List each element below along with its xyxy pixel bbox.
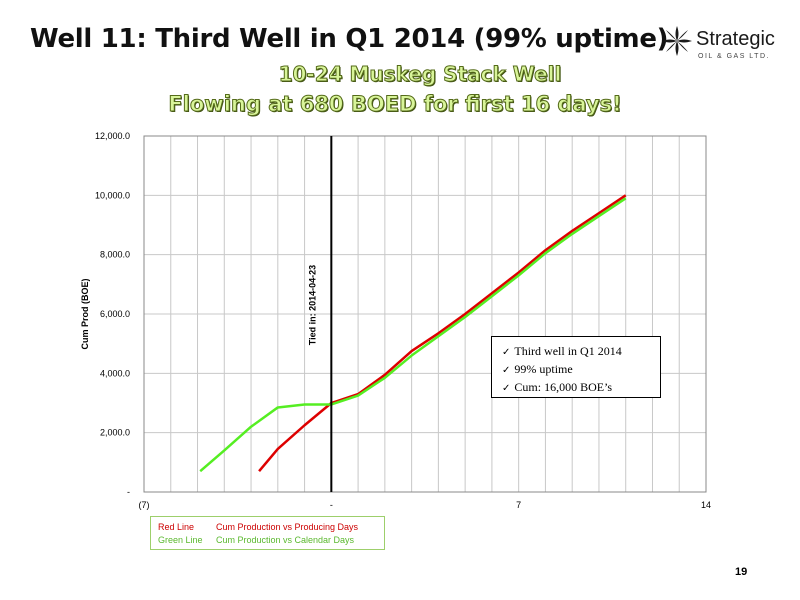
legend-green-label: Green Line bbox=[158, 535, 203, 545]
logo-name: Strategic bbox=[696, 28, 775, 50]
checkmark-icon: ✓ bbox=[502, 383, 511, 394]
page-number: 19 bbox=[735, 566, 748, 578]
slide-title: Well 11: Third Well in Q1 2014 (99% upti… bbox=[30, 24, 669, 54]
series-line bbox=[258, 194, 627, 473]
checkmark-icon: ✓ bbox=[502, 347, 511, 358]
company-logo: Strategic OIL & GAS LTD. bbox=[660, 24, 790, 72]
subtitle-well-name: 10-24 Muskeg Stack Well bbox=[278, 62, 562, 87]
chart-gridlines bbox=[144, 135, 706, 492]
flame-leaf-logo-icon bbox=[662, 26, 692, 56]
callout-item-text: Third well in Q1 2014 bbox=[514, 344, 622, 358]
subtitle-flow-rate: Flowing at 680 BOED for first 16 days! bbox=[168, 92, 622, 117]
y-tick-label: 2,000.0 bbox=[100, 428, 130, 438]
y-tick-label: 12,000.0 bbox=[95, 131, 130, 141]
chart-legend: Red Line Cum Production vs Producing Days… bbox=[150, 516, 385, 550]
logo-tagline: OIL & GAS LTD. bbox=[698, 53, 770, 60]
callout-item-text: Cum: 16,000 BOE’s bbox=[514, 380, 613, 394]
callout-item: ✓ Cum: 16,000 BOE’s bbox=[502, 379, 660, 397]
y-axis-label: Cum Prod (BOE) bbox=[80, 278, 90, 349]
x-tick-label: 7 bbox=[516, 500, 521, 510]
y-tick-label: - bbox=[127, 487, 130, 497]
well-summary-callout: ✓ Third well in Q1 2014 ✓ 99% uptime ✓ Cum:… bbox=[491, 336, 661, 398]
callout-item: ✓ 99% uptime bbox=[502, 361, 660, 379]
legend-red-label: Red Line bbox=[158, 522, 195, 532]
y-tick-label: 8,000.0 bbox=[100, 250, 130, 260]
legend-entry-green: Green Line Cum Production vs Calendar Day… bbox=[158, 534, 384, 547]
chart-axes bbox=[143, 135, 707, 493]
callout-item-text: 99% uptime bbox=[514, 362, 573, 376]
legend-entry-red: Red Line Cum Production vs Producing Days bbox=[158, 521, 384, 534]
checkmark-icon: ✓ bbox=[502, 365, 511, 376]
legend-red-description: Cum Production vs Producing Days bbox=[216, 522, 359, 532]
chart-labels: - 2,000.0 4,000.0 6,000.0 8,000.0 10,000.0 12,… bbox=[80, 131, 711, 510]
plot-area-border bbox=[143, 135, 707, 493]
callout-item: ✓ Third well in Q1 2014 bbox=[502, 343, 660, 361]
y-tick-label: 10,000.0 bbox=[95, 190, 130, 200]
series-line bbox=[199, 197, 627, 473]
x-tick-label: 14 bbox=[701, 500, 711, 510]
tie-in-marker-label: Tied in: 2014-04-23 bbox=[307, 265, 317, 345]
x-tick-label: (7) bbox=[139, 500, 150, 510]
x-tick-label: - bbox=[330, 500, 333, 510]
legend-green-description: Cum Production vs Calendar Days bbox=[216, 535, 355, 545]
y-tick-label: 4,000.0 bbox=[100, 368, 130, 378]
y-tick-label: 6,000.0 bbox=[100, 309, 130, 319]
chart-series bbox=[199, 136, 627, 492]
